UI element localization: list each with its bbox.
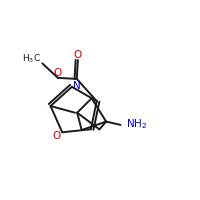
Text: N: N: [73, 81, 81, 91]
Text: NH$_2$: NH$_2$: [126, 118, 147, 131]
Text: O: O: [53, 131, 61, 141]
Text: O: O: [74, 50, 82, 60]
Text: H$_3$C: H$_3$C: [22, 53, 41, 65]
Text: O: O: [53, 68, 61, 78]
